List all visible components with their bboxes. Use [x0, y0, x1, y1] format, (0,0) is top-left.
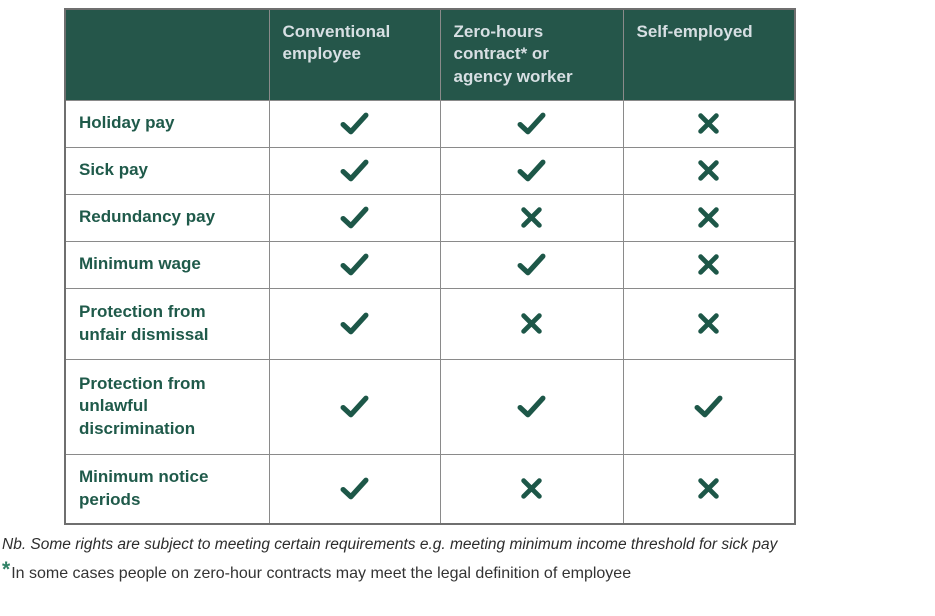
cross-icon	[698, 313, 719, 334]
table-row-redundancy-pay: Redundancy pay	[64, 193, 796, 242]
check-icon	[517, 159, 546, 182]
mark-cell	[268, 453, 441, 525]
footnote-asterisk-line: *In some cases people on zero-hour contr…	[2, 558, 632, 583]
check-icon	[517, 112, 546, 135]
mark-cell	[622, 146, 796, 195]
check-icon	[340, 112, 369, 135]
check-icon	[517, 395, 546, 418]
table-row-minimum-wage: Minimum wage	[64, 240, 796, 289]
table-row-minimum-notice: Minimum notice periods	[64, 453, 796, 525]
cross-icon	[521, 207, 542, 228]
mark-cell	[268, 193, 441, 242]
cross-icon	[698, 207, 719, 228]
table-row-holiday-pay: Holiday pay	[64, 99, 796, 148]
column-header: Conventional employee	[282, 22, 391, 64]
column-header: Zero-hours contract* or agency worker	[453, 22, 573, 86]
row-label: Protection from unfair dismissal	[64, 287, 270, 360]
mark-cell	[439, 358, 624, 455]
mark-cell	[622, 453, 796, 525]
check-icon	[340, 395, 369, 418]
check-icon	[340, 312, 369, 335]
mark-cell	[622, 358, 796, 455]
cross-icon	[698, 113, 719, 134]
mark-cell	[268, 358, 441, 455]
row-label: Redundancy pay	[64, 193, 270, 242]
row-label: Protection from unlawful discrimination	[64, 358, 270, 455]
row-label: Holiday pay	[64, 99, 270, 148]
cross-icon	[698, 254, 719, 275]
mark-cell	[268, 240, 441, 289]
table-row-unfair-dismissal: Protection from unfair dismissal	[64, 287, 796, 360]
cross-icon	[521, 313, 542, 334]
mark-cell	[439, 287, 624, 360]
table-row-sick-pay: Sick pay	[64, 146, 796, 195]
mark-cell	[439, 99, 624, 148]
mark-cell	[439, 146, 624, 195]
check-icon	[340, 477, 369, 500]
footnote-nb: Nb. Some rights are subject to meeting c…	[2, 536, 778, 553]
header-cell-zero-hours: Zero-hours contract* or agency worker	[439, 8, 624, 101]
check-icon	[694, 395, 723, 418]
mark-cell	[622, 240, 796, 289]
mark-cell	[622, 287, 796, 360]
header-cell-self-employed: Self-employed	[622, 8, 796, 101]
mark-cell	[439, 193, 624, 242]
employment-rights-table: Conventional employee Zero-hours contrac…	[64, 8, 796, 525]
mark-cell	[268, 99, 441, 148]
cross-icon	[521, 478, 542, 499]
mark-cell	[622, 193, 796, 242]
mark-cell	[622, 99, 796, 148]
header-cell-empty	[64, 8, 270, 101]
mark-cell	[439, 453, 624, 525]
check-icon	[340, 206, 369, 229]
mark-cell	[268, 287, 441, 360]
footnotes: Nb. Some rights are subject to meeting c…	[2, 534, 932, 586]
row-label: Sick pay	[64, 146, 270, 195]
column-header: Self-employed	[636, 22, 753, 41]
mark-cell	[439, 240, 624, 289]
mark-cell	[268, 146, 441, 195]
check-icon	[517, 253, 546, 276]
row-label: Minimum notice periods	[64, 453, 270, 525]
check-icon	[340, 159, 369, 182]
header-row: Conventional employee Zero-hours contrac…	[64, 8, 796, 101]
cross-icon	[698, 160, 719, 181]
row-label: Minimum wage	[64, 240, 270, 289]
table-row-unlawful-discrimination: Protection from unlawful discrimination	[64, 358, 796, 455]
footnote-asterisk-text: In some cases people on zero-hour contra…	[11, 565, 632, 583]
cross-icon	[698, 478, 719, 499]
check-icon	[340, 253, 369, 276]
header-cell-conventional-employee: Conventional employee	[268, 8, 441, 101]
